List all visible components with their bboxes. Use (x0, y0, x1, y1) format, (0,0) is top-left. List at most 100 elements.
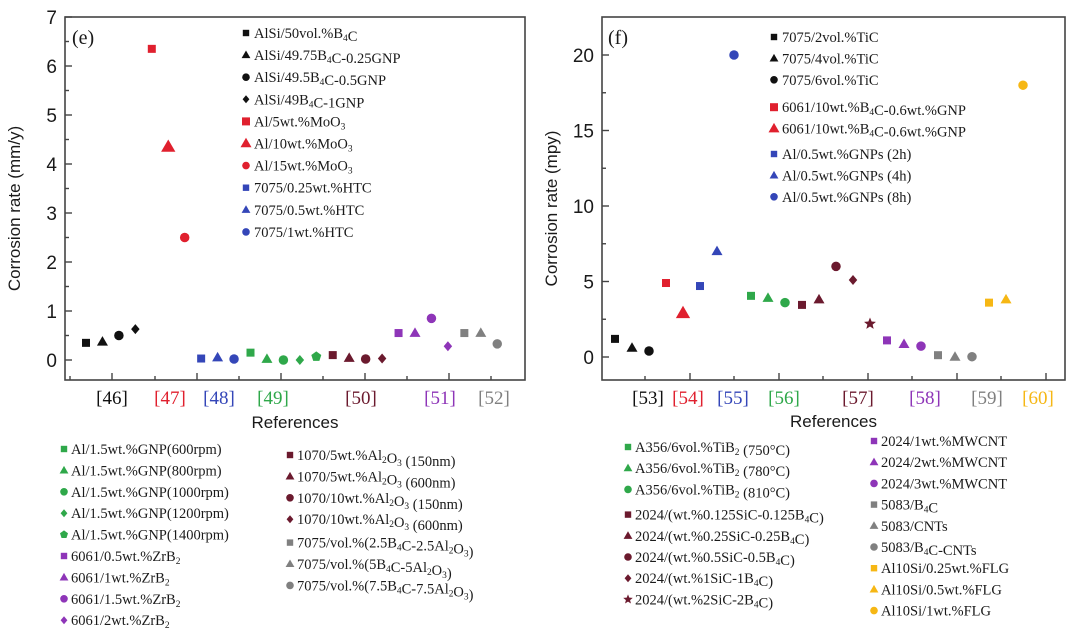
legend-marker-icon (870, 437, 878, 445)
legend-label: AlSi/49.75B4C-0.25GNP (254, 48, 401, 67)
legend-item: AlSi/50vol.%B4C (242, 26, 357, 45)
series-ref51ref (394, 313, 453, 352)
panel-e: 0 1 2 3 4 5 6 7 Corrosion rate (mm/y) References (… (5, 8, 526, 631)
legend-item: AlSi/49.75B4C-0.25GNP (241, 48, 401, 67)
legend-marker-icon (770, 76, 778, 84)
legend-item: A356/6vol.%TiB2 (810°C) (624, 482, 790, 501)
x-category-label: [59] (971, 388, 1003, 409)
y-tick-label: 0 (46, 351, 57, 372)
legend-label: AlSi/49B4C-1GNP (254, 92, 364, 111)
legend-marker-icon (285, 471, 295, 480)
y-tick-label: 4 (46, 155, 57, 176)
series-ref59ref (934, 351, 977, 362)
legend-item: 7075/1wt.%HTC (242, 225, 353, 241)
legend-item: Al/5wt.%MoO3 (242, 114, 346, 132)
series-ref60ref (985, 80, 1028, 307)
legend-marker-icon (870, 565, 878, 572)
legend-item: Al/1.5wt.%GNP(600rpm) (60, 442, 222, 458)
legend-item: 2024/1wt.%MWCNT (870, 434, 1007, 450)
series-ref46ref (82, 324, 140, 347)
y-tick-label: 10 (573, 197, 594, 218)
legend-item: 6061/1.5wt.%ZrB2 (60, 592, 181, 610)
legend-marker-icon (770, 33, 778, 41)
series-ref55ref (696, 50, 739, 291)
legend-label: 7075/4vol.%TiC (782, 51, 879, 67)
legend-item: Al/1.5wt.%GNP(1200rpm) (60, 506, 229, 522)
legend-label: 7075/6vol.%TiC (782, 73, 879, 89)
legend-marker-icon (60, 552, 68, 560)
data-point (212, 351, 224, 362)
legend-marker-icon (242, 73, 250, 81)
legend-label: 6061/0.5wt.%ZrB2 (71, 549, 181, 567)
legend-marker-icon (242, 29, 250, 37)
data-point (443, 341, 453, 352)
legend-label: AlSi/49.5B4C-0.5GNP (254, 70, 386, 89)
legend-marker-icon (241, 50, 251, 59)
data-point (460, 329, 469, 338)
data-point (626, 342, 638, 352)
x-category-label: [53] (632, 388, 664, 409)
legend-label: Al10Si/0.25wt.%FLG (881, 561, 1010, 577)
y-tick-label: 5 (583, 273, 594, 294)
legend-item: 7075/2vol.%TiC (770, 30, 879, 46)
x-axis-title: References (252, 413, 339, 432)
x-category-label: [55] (717, 388, 749, 409)
data-point (916, 341, 926, 351)
data-point (261, 353, 273, 363)
panel-f: 0 5 10 15 20 Corrosion rate (mpy) References (f… (542, 16, 1066, 620)
legend-label: 6061/10wt.%B4C-0.6wt.%GNP (782, 100, 966, 119)
data-point (1018, 80, 1028, 90)
legend-item: 2024/2wt.%MWCNT (869, 455, 1007, 471)
data-point (967, 351, 977, 362)
legend-marker-icon (769, 53, 779, 62)
legend-label: A356/6vol.%TiB2 (810°C) (635, 482, 790, 501)
legend-item: 7075/vol.%(7.5B4C-7.5Al2O3) (286, 578, 474, 603)
legend-item: 7075/vol.%(5B4C-5Al2O3) (285, 557, 452, 582)
legend-item: A356/6vol.%TiB2 (750°C) (624, 440, 790, 459)
data-point (934, 351, 942, 360)
legend-marker-icon (623, 463, 633, 472)
legend-label: 2024/(wt.%0.125SiC-0.125B4C) (635, 508, 824, 527)
data-point (161, 139, 176, 152)
legend-label: 7075/vol.%(5B4C-5Al2O3) (297, 557, 452, 582)
legend-marker-icon (242, 228, 250, 236)
legend-label: 5083/CNTs (881, 519, 948, 535)
legend-item: Al/1.5wt.%GNP(1400rpm) (60, 528, 229, 544)
legend-label: Al/1.5wt.%GNP(1200rpm) (71, 506, 229, 522)
legend-item: 2024/(wt.%0.125SiC-0.125B4C) (624, 508, 824, 527)
data-point (328, 351, 337, 360)
series-ref54ref (662, 279, 691, 319)
legend-marker-icon (242, 117, 250, 126)
data-point (96, 336, 108, 346)
legend-label: 2024/3wt.%MWCNT (881, 476, 1007, 492)
legend-item: AlSi/49B4C-1GNP (242, 92, 364, 111)
legend-label: A356/6vol.%TiB2 (750°C) (635, 440, 790, 459)
series-ref53ref (611, 334, 654, 356)
panel-tag: (f) (608, 27, 628, 49)
bottom-legend-column-2: 2024/1wt.%MWCNT 2024/2wt.%MWCNT 2024/3wt.%… (869, 434, 1010, 620)
data-point (644, 346, 654, 356)
legend-label: 7075/1wt.%HTC (254, 225, 353, 241)
plot-frame (64, 16, 526, 381)
legend-marker-icon (624, 511, 632, 518)
inner-legend: AlSi/50vol.%B4C AlSi/49.75B4C-0.25GNP AlSi… (240, 26, 401, 241)
legend-item: 6061/1wt.%ZrB2 (59, 570, 170, 588)
legend-marker-icon (770, 103, 778, 112)
legend-item: Al10Si/1wt.%FLG (870, 604, 991, 620)
y-tick-label: 5 (46, 106, 57, 127)
data-point (360, 354, 371, 364)
series-ref49ref (246, 348, 322, 365)
data-point (295, 355, 305, 365)
legend-label: 2024/2wt.%MWCNT (881, 455, 1007, 471)
legend-item: 7075/6vol.%TiC (770, 73, 879, 89)
legend-label: AlSi/50vol.%B4C (254, 26, 357, 45)
legend-marker-icon (623, 531, 633, 539)
legend-label: Al/10wt.%MoO3 (254, 137, 353, 155)
legend-item: 6061/10wt.%B4C-0.6wt.%GNP (768, 122, 966, 141)
legend-marker-icon (241, 205, 251, 213)
y-tick-label: 15 (573, 122, 594, 143)
x-category-label: [51] (424, 388, 456, 409)
legend-item: Al/0.5wt.%GNPs (4h) (769, 168, 911, 184)
data-point (377, 353, 387, 364)
legend-marker-icon (870, 606, 878, 615)
